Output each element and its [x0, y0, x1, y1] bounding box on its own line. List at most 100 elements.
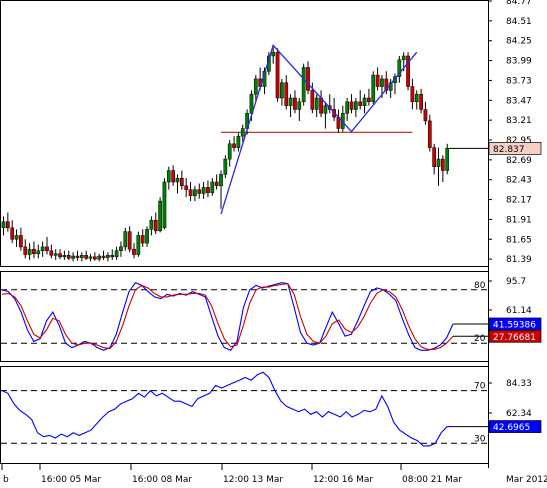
candle-body	[406, 55, 410, 87]
candle-body	[441, 158, 445, 171]
price-tick-label: 82.17	[506, 196, 532, 206]
candle-body	[193, 189, 197, 196]
candle-body	[79, 255, 84, 258]
candle-body	[40, 246, 45, 251]
price-tick-label: 84.77	[506, 0, 532, 7]
x-tick-label: 12:00 16 Mar	[313, 475, 373, 485]
candle-body	[153, 219, 158, 232]
candle-body	[306, 67, 310, 91]
candle-body	[249, 93, 254, 114]
candle-body	[110, 255, 115, 258]
candle-body	[19, 235, 23, 248]
last-price-badge	[488, 142, 542, 155]
candle-body	[197, 189, 202, 194]
x-tick-label: 08:00 21 Mar	[402, 475, 462, 485]
price-tick-label: 82.69	[506, 156, 532, 166]
indicator-last-badge	[488, 420, 542, 433]
candle-body	[171, 170, 176, 183]
candle-body	[119, 246, 123, 251]
candle-body	[71, 255, 75, 259]
candle-body	[275, 51, 280, 99]
indicator-series-line	[1, 283, 454, 350]
indicator-mid-label: 62.34	[506, 409, 532, 419]
candle-body	[214, 181, 219, 187]
candle-body	[419, 93, 423, 110]
price-tick-label: 81.39	[506, 255, 532, 265]
candle-body	[88, 256, 93, 259]
x-tick-label: 16:00 05 Mar	[41, 475, 101, 485]
candle-body	[410, 86, 415, 103]
candle-body	[236, 135, 241, 148]
candle-body	[136, 235, 141, 255]
candle-body	[1, 221, 6, 229]
level-label: 70	[474, 382, 486, 392]
candle-body	[323, 105, 328, 114]
candle-body	[380, 78, 384, 87]
x-tick-label: Mar 2012	[506, 475, 547, 485]
pattern-line	[220, 44, 418, 215]
candle-body	[27, 248, 32, 255]
candle-body	[75, 255, 80, 258]
candle-body	[175, 177, 180, 183]
candle-body	[184, 185, 189, 190]
price-tick-label: 83.99	[506, 57, 532, 67]
candle-body	[271, 51, 276, 57]
x-tick-label: b	[3, 475, 9, 485]
x-axis: b 16:00 05 Mar 16:00 08 Mar 12:00 13 Mar 12:…	[1, 464, 547, 485]
candle-body	[180, 177, 184, 187]
candle-body	[62, 255, 67, 258]
candle-body	[58, 253, 62, 258]
candle-body	[232, 143, 236, 148]
candle-body	[114, 250, 119, 258]
indicator-last-value: 42.6965	[493, 423, 530, 433]
x-tick-label: 16:00 08 Mar	[132, 475, 192, 485]
candle-body	[414, 93, 419, 103]
candle-body	[201, 187, 206, 194]
price-tick-label: 83.73	[506, 76, 532, 86]
x-tick-label: 12:00 13 Mar	[223, 475, 283, 485]
candle-body	[349, 101, 354, 110]
candle-body	[162, 181, 167, 229]
indicator-series-line	[1, 282, 454, 351]
candle-body	[10, 227, 15, 240]
indicator-last-value: 41.59386	[493, 320, 536, 330]
candle-body	[6, 221, 10, 229]
indicator-last-value: 27.76681	[493, 333, 536, 343]
candle-body	[66, 255, 71, 259]
candle-body	[206, 187, 210, 193]
candle-body	[384, 78, 389, 91]
price-tick-label: 81.65	[506, 235, 532, 245]
indicator-series-line	[1, 371, 453, 447]
price-tick-label: 82.95	[506, 136, 532, 146]
candle-body	[293, 97, 297, 110]
candle-body	[362, 97, 367, 106]
candle-body	[240, 128, 245, 137]
candle-body	[319, 97, 323, 114]
candle-body	[432, 147, 436, 167]
candle-body	[36, 250, 41, 255]
candle-body	[14, 235, 19, 240]
candle-body	[45, 246, 49, 251]
candle-body	[227, 143, 232, 160]
candle-body	[123, 231, 128, 248]
candle-body	[49, 250, 54, 256]
candle-body	[149, 219, 154, 230]
candle-body	[310, 90, 315, 110]
candle-body	[84, 255, 89, 259]
level-label: 80	[474, 281, 486, 291]
candle-body	[401, 55, 406, 61]
candle-body	[223, 158, 228, 175]
candle-body	[132, 248, 136, 255]
candle-body	[210, 181, 215, 193]
candle-body	[219, 174, 223, 187]
candle-body	[427, 120, 432, 148]
candle-body	[253, 78, 258, 95]
last-price-value: 82.837	[493, 145, 525, 155]
candle-body	[297, 101, 302, 110]
candle-body	[140, 235, 145, 244]
price-tick-label: 83.47	[506, 96, 532, 106]
candle-body	[301, 67, 306, 103]
candle-body	[145, 229, 149, 244]
candle-body	[106, 255, 110, 258]
candle-body	[367, 97, 371, 103]
